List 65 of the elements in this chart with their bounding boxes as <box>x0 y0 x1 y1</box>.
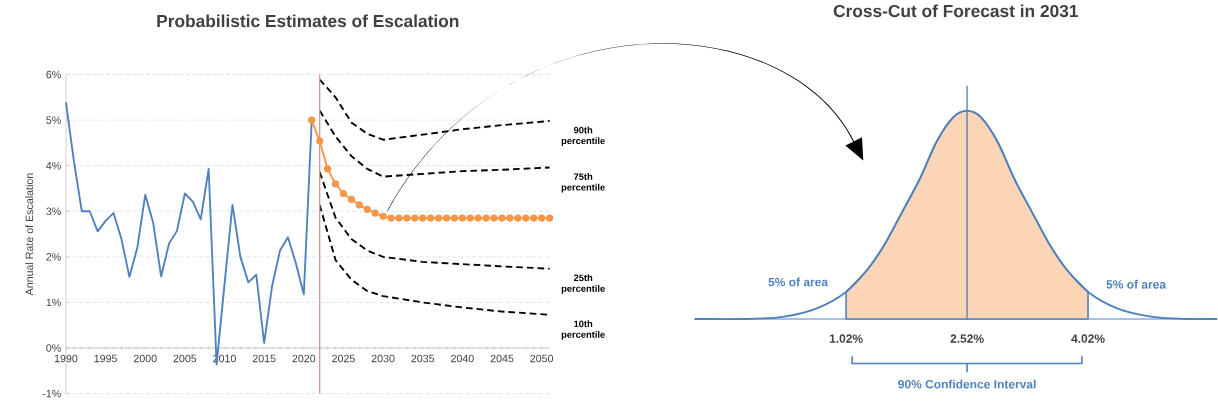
point <box>323 165 332 173</box>
y-tick-label: 1% <box>46 298 61 307</box>
point <box>371 209 379 217</box>
text: 90% Confidence Interval <box>898 379 1036 389</box>
series-label: 75th percentile <box>561 173 605 193</box>
annotation: 5% of area <box>1106 279 1167 289</box>
point <box>355 201 363 209</box>
point <box>450 214 459 222</box>
point <box>506 214 514 222</box>
point <box>403 214 411 222</box>
x-tick-label: 2035 <box>411 354 435 363</box>
y-tick-label: 0% <box>46 344 61 352</box>
y-tick-label: 3% <box>46 207 61 216</box>
point <box>363 205 371 214</box>
point <box>411 214 419 222</box>
series-label: 10th percentile <box>561 320 605 340</box>
series-label: 25th percentile <box>561 274 605 294</box>
x-tick-label: 1.02% <box>829 334 863 343</box>
point <box>395 214 403 222</box>
point <box>347 195 355 204</box>
point <box>387 214 395 222</box>
point <box>339 189 348 198</box>
y-tick-label: 6% <box>46 70 61 79</box>
point <box>458 214 466 222</box>
point <box>498 214 506 222</box>
point <box>316 137 324 145</box>
point <box>427 214 435 222</box>
point <box>442 214 451 222</box>
chart-title: Cross-Cut of Forecast in 2031 <box>833 4 1078 18</box>
y-tick-label: 2% <box>46 253 61 261</box>
x-tick-label: 2020 <box>292 354 316 363</box>
point <box>434 214 443 222</box>
x-tick-label: 4.02% <box>1071 334 1105 343</box>
annotation: 5% of area <box>768 277 829 287</box>
y-tick-label: 5% <box>46 116 61 124</box>
x-tick-label: 2000 <box>133 354 157 363</box>
x-tick-label: 2050 <box>530 354 554 363</box>
point <box>482 214 490 222</box>
point <box>474 214 482 222</box>
point <box>522 214 530 222</box>
point <box>331 180 340 188</box>
point <box>308 116 316 124</box>
x-tick-label: 2045 <box>490 354 514 363</box>
y-tick-label: 4% <box>46 161 61 170</box>
x-tick-label: 2.52% <box>950 334 984 343</box>
point <box>514 214 522 222</box>
x-tick-label: 2015 <box>252 354 276 363</box>
point <box>419 214 427 222</box>
point <box>490 214 498 222</box>
x-tick-label: 2005 <box>173 354 197 363</box>
point <box>545 214 554 222</box>
x-tick-label: 1990 <box>54 354 78 363</box>
line-series <box>318 171 551 270</box>
point <box>379 212 387 220</box>
point <box>530 214 538 222</box>
chart-title: Probabilistic Estimates of Escalation <box>157 14 459 28</box>
x-tick-label: 2040 <box>451 354 474 363</box>
x-tick-label: 2025 <box>332 354 355 363</box>
point <box>538 214 546 222</box>
y-axis-title: Annual Rate of Escalation <box>25 173 34 296</box>
x-tick-label: 2030 <box>371 354 395 363</box>
series-label: 90th percentile <box>561 126 605 146</box>
y-tick-label: -1% <box>42 389 61 398</box>
point <box>466 214 474 222</box>
x-tick-label: 1995 <box>94 354 117 363</box>
